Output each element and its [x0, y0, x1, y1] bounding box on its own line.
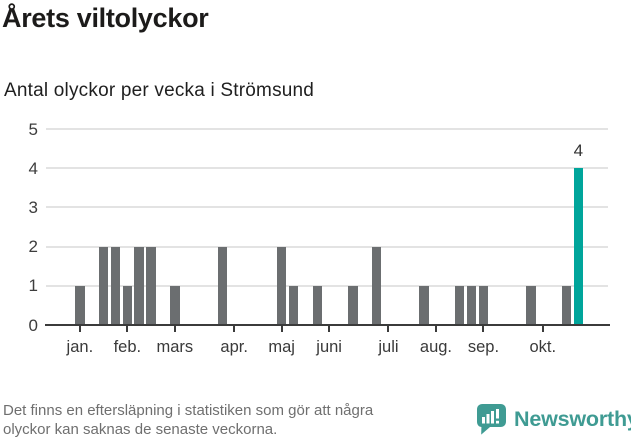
x-label-mars: mars [156, 338, 194, 356]
x-label-sep: sep. [467, 338, 500, 356]
y-tick-label-5: 5 [28, 119, 38, 139]
bar-week-27 [371, 246, 382, 325]
highlighted-bar-week-44 [573, 168, 584, 325]
footnote-line-2: olyckor kan saknas de senaste veckorna. [3, 421, 278, 438]
bar-week-6 [122, 285, 133, 325]
bar-week-43 [561, 285, 572, 325]
y-tick-label-0: 0 [28, 315, 38, 335]
x-axis-line [45, 324, 610, 326]
x-tick-aug [434, 326, 437, 332]
bar-week-4 [98, 246, 109, 325]
x-tick-maj [280, 326, 283, 332]
x-label-juni: juni [316, 338, 342, 356]
x-label-jan: jan. [66, 338, 94, 356]
x-tick-jan [78, 326, 81, 332]
bar-week-8 [146, 246, 156, 325]
y-tick-label-3: 3 [28, 197, 38, 217]
x-label-maj: maj [268, 338, 295, 356]
bar-week-5 [110, 246, 121, 325]
bar-week-36 [478, 285, 489, 325]
bar-week-40 [526, 285, 536, 325]
bar-value-label: 4 [573, 141, 584, 161]
chart-title: Årets viltolyckor [2, 3, 209, 33]
x-label-okt: okt. [529, 338, 557, 356]
y-tick-label-2: 2 [28, 237, 38, 257]
chart-subtitle: Antal olyckor per vecka i Strömsund [4, 80, 315, 101]
gridline-2 [46, 245, 608, 248]
x-label-juli: juli [378, 338, 399, 356]
bar-week-2 [75, 285, 85, 325]
gridline-1 [46, 284, 608, 287]
x-tick-juli [387, 326, 390, 332]
newsworthy-wordmark: Newsworthy [514, 406, 631, 431]
x-tick-sep [482, 326, 485, 332]
bar-week-35 [466, 285, 477, 325]
bar-week-34 [454, 285, 465, 325]
gridline-5 [46, 128, 608, 130]
x-tick-okt [541, 326, 544, 332]
bar-week-31 [419, 285, 429, 325]
x-tick-mars [173, 326, 176, 332]
footnote: Det finns en eftersläpning i statistiken… [3, 401, 373, 439]
newsworthy-speech-bubble-icon [477, 403, 506, 435]
bar-week-7 [134, 246, 144, 325]
y-tick-label-4: 4 [28, 158, 38, 178]
x-label-aug: aug. [419, 338, 453, 356]
x-tick-juni [328, 326, 331, 332]
newsworthy-logo: Newsworthy [476, 402, 631, 436]
x-label-apr: apr. [220, 338, 248, 356]
bar-week-22 [312, 285, 323, 325]
gridline-3 [46, 206, 608, 209]
bar-week-20 [288, 285, 299, 325]
x-tick-feb [126, 326, 129, 332]
bar-week-25 [348, 285, 358, 325]
y-tick-label-1: 1 [28, 276, 38, 296]
bar-week-19 [276, 246, 287, 325]
bar-week-14 [217, 246, 228, 325]
gridline-4 [46, 167, 608, 170]
x-tick-apr [233, 326, 236, 332]
footnote-line-1: Det finns en eftersläpning i statistiken… [3, 402, 374, 419]
x-label-feb: feb. [113, 338, 142, 356]
bar-week-10 [170, 285, 180, 325]
